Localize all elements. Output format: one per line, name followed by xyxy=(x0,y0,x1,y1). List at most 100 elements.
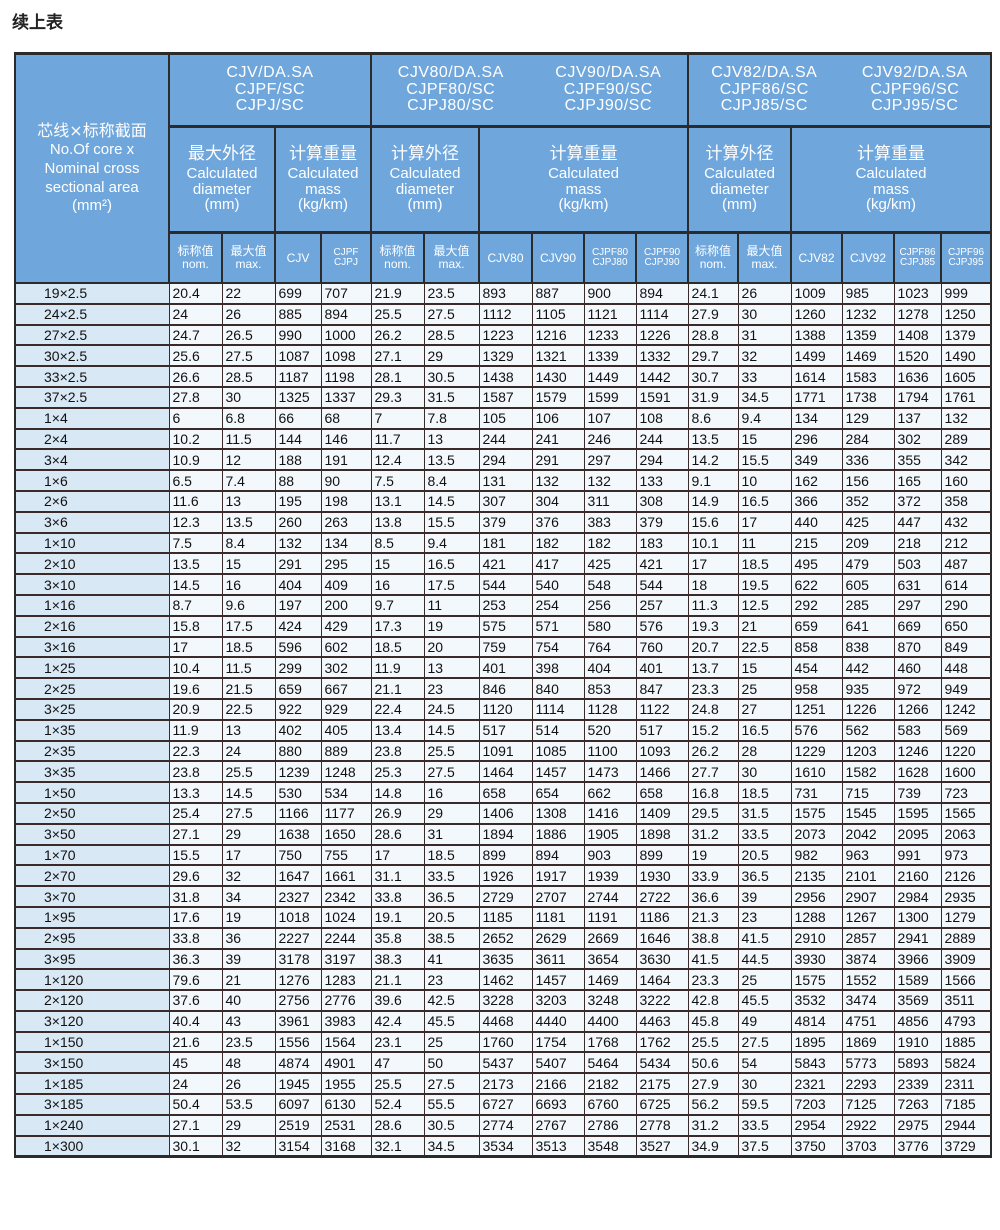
table-row: 3×6 12.3 13.5 260 263 13.8 15.5 379 376 383 379 15.… xyxy=(14,511,993,534)
value-cell: 17.5 xyxy=(221,615,276,638)
value-cell: 33.5 xyxy=(737,823,792,846)
value-cell: 7 xyxy=(370,407,425,430)
value-cell: 1869 xyxy=(841,1031,895,1054)
value-cell: 33.5 xyxy=(423,864,480,888)
group-en3: (mm) xyxy=(204,196,240,214)
value-cell: 398 xyxy=(531,656,585,680)
core-area-cell: 3×10 xyxy=(14,573,170,596)
value-cell: 4468 xyxy=(478,1010,533,1033)
value-cell: 17 xyxy=(737,511,792,534)
core-area-cell: 1×35 xyxy=(14,719,170,742)
value-cell: 336 xyxy=(841,448,895,472)
value-cell: 133 xyxy=(635,469,689,492)
subcolumn-line2: max. xyxy=(438,257,465,271)
value-cell: 454 xyxy=(790,656,843,680)
table-row: 2×120 37.6 40 2756 2776 39.6 42.5 3228 3203 3248 3… xyxy=(14,989,993,1012)
value-cell: 106 xyxy=(531,407,585,430)
subcolumn-header: 最大值 max. xyxy=(737,231,793,284)
model-line: CJPF/SC xyxy=(234,80,306,98)
table-row: 24×2.5 24 26 885 894 25.5 27.5 1112 1105 1121 1114… xyxy=(14,303,993,326)
value-cell: 30 xyxy=(737,303,792,326)
value-cell: 16.5 xyxy=(423,552,480,576)
value-cell: 654 xyxy=(531,781,585,804)
value-cell: 1091 xyxy=(478,740,533,763)
subcolumn-header: CJPF86 CJPJ85 xyxy=(893,231,943,284)
value-cell: 53.5 xyxy=(221,1093,276,1116)
group-cn: 计算外径 xyxy=(391,143,459,164)
value-cell: 11.7 xyxy=(370,428,425,451)
value-cell: 15 xyxy=(370,552,425,576)
value-cell: 24 xyxy=(168,303,223,326)
table-row: 2×35 22.3 24 880 889 23.8 25.5 1091 1085 1100 1093… xyxy=(14,740,993,763)
value-cell: 7125 xyxy=(841,1093,895,1116)
value-cell: 1128 xyxy=(583,698,637,721)
value-cell: 1628 xyxy=(893,760,942,784)
value-cell: 982 xyxy=(790,844,843,867)
value-cell: 13.4 xyxy=(370,719,425,742)
table-row: 33×2.5 26.6 28.5 1187 1198 28.1 30.5 1438 1430 14… xyxy=(14,365,993,388)
value-cell: 973 xyxy=(940,844,993,867)
value-cell: 3168 xyxy=(320,1135,372,1159)
value-cell: 383 xyxy=(583,511,637,534)
value-cell: 27.8 xyxy=(168,386,223,409)
value-cell: 5464 xyxy=(583,1051,637,1075)
subcolumn-line1: CJPF90 xyxy=(643,246,681,258)
subcolumn-line2: CJPJ95 xyxy=(948,257,984,268)
value-cell: 2729 xyxy=(478,885,533,908)
value-cell: 23.5 xyxy=(423,282,480,305)
value-cell: 707 xyxy=(320,282,372,305)
value-cell: 79.6 xyxy=(168,968,223,992)
value-cell: 291 xyxy=(531,448,585,472)
value-cell: 1308 xyxy=(531,802,585,825)
value-cell: 1894 xyxy=(478,823,533,846)
value-cell: 15.6 xyxy=(687,511,739,534)
value-cell: 487 xyxy=(940,552,993,576)
value-cell: 887 xyxy=(531,282,585,305)
core-area-cell: 3×185 xyxy=(14,1093,170,1116)
value-cell: 759 xyxy=(478,636,533,659)
value-cell: 25.5 xyxy=(221,760,276,784)
value-cell: 1226 xyxy=(635,324,689,347)
value-cell: 1430 xyxy=(531,365,585,388)
value-cell: 1761 xyxy=(940,386,993,409)
value-cell: 253 xyxy=(478,594,533,617)
value-cell: 19.1 xyxy=(370,906,425,929)
value-cell: 1614 xyxy=(790,365,843,388)
value-cell: 11 xyxy=(423,594,480,617)
value-cell: 900 xyxy=(583,282,637,305)
value-cell: 2941 xyxy=(893,927,942,950)
value-cell: 1499 xyxy=(790,344,843,368)
value-cell: 28 xyxy=(737,740,792,763)
value-cell: 1114 xyxy=(635,303,689,326)
subcolumn-line1: CJPF86 xyxy=(899,246,936,258)
value-cell: 3248 xyxy=(583,989,637,1012)
value-cell: 2935 xyxy=(940,885,993,908)
value-cell: 23 xyxy=(423,677,480,700)
value-cell: 1276 xyxy=(274,968,322,992)
model-line: CJPJ85/SC xyxy=(720,97,808,115)
group-cn: 计算重量 xyxy=(549,143,618,164)
group-en2: mass xyxy=(565,180,602,198)
value-cell: 479 xyxy=(841,552,895,576)
value-cell: 576 xyxy=(790,719,843,742)
value-cell: 1583 xyxy=(841,365,895,388)
value-cell: 3909 xyxy=(940,948,993,971)
value-cell: 8.4 xyxy=(221,532,276,555)
model-line: CJV/DA.SA xyxy=(226,63,314,81)
table-row: 1×300 30.1 32 3154 3168 32.1 34.5 3534 3513 3548 3… xyxy=(14,1135,993,1159)
value-cell: 26 xyxy=(737,282,792,305)
value-cell: 14.8 xyxy=(370,781,425,804)
value-cell: 50.4 xyxy=(168,1093,223,1116)
value-cell: 34.5 xyxy=(423,1135,480,1159)
value-cell: 1473 xyxy=(583,760,637,784)
value-cell: 6130 xyxy=(320,1093,372,1116)
value-cell: 571 xyxy=(531,615,585,638)
value-cell: 30.5 xyxy=(423,1114,480,1137)
value-cell: 2244 xyxy=(320,927,372,950)
value-cell: 425 xyxy=(841,511,895,534)
value-cell: 39 xyxy=(221,948,276,971)
core-area-cell: 1×95 xyxy=(14,906,170,929)
value-cell: 289 xyxy=(940,428,993,451)
value-cell: 15 xyxy=(221,552,276,576)
value-cell: 26.2 xyxy=(370,324,425,347)
